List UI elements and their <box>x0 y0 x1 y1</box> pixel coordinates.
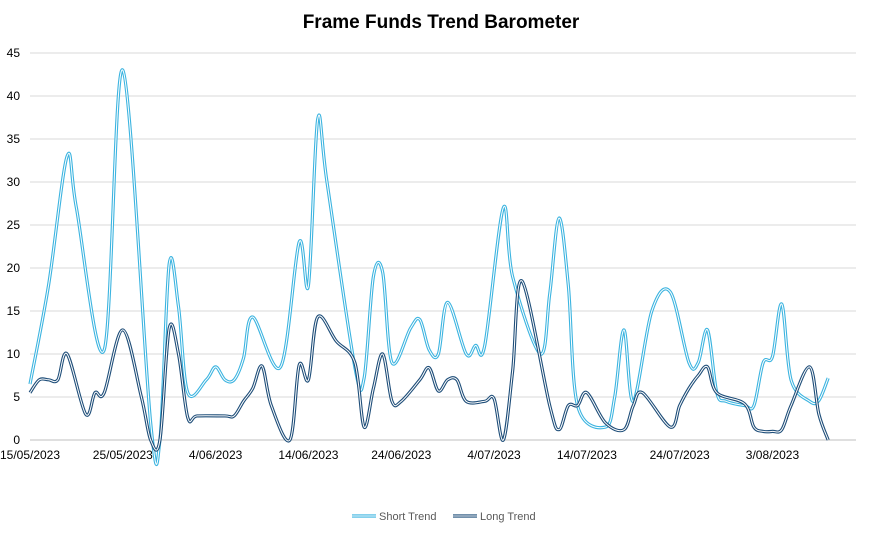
x-tick-label: 4/06/2023 <box>189 448 243 462</box>
y-axis-tick-labels: 0 5 10 15 20 25 30 35 40 45 <box>7 46 21 447</box>
legend-item: Short Trend <box>352 511 436 523</box>
x-axis-tick-labels: 15/05/2023 25/05/2023 4/06/2023 14/06/2023 2… <box>0 448 799 462</box>
y-tick-label: 35 <box>7 132 21 146</box>
y-tick-label: 5 <box>13 390 20 404</box>
series-short-trend <box>28 68 830 466</box>
series-line-inner <box>29 280 829 451</box>
legend-label: Long Trend <box>480 511 536 523</box>
y-tick-label: 40 <box>7 89 21 103</box>
y-tick-label: 25 <box>7 218 21 232</box>
legend-item: Long Trend <box>453 511 536 523</box>
x-tick-label: 25/05/2023 <box>93 448 153 462</box>
y-tick-label: 10 <box>7 347 21 361</box>
y-tick-label: 30 <box>7 175 21 189</box>
series-line-inner <box>29 69 829 465</box>
legend: Short Trend Long Trend <box>352 511 536 523</box>
gridlines <box>30 52 856 441</box>
series-line-outer <box>28 68 830 466</box>
chart-title: Frame Funds Trend Barometer <box>303 12 580 33</box>
x-tick-label: 4/07/2023 <box>467 448 521 462</box>
x-tick-label: 14/07/2023 <box>557 448 617 462</box>
legend-label: Short Trend <box>379 511 436 523</box>
x-tick-label: 3/08/2023 <box>746 448 800 462</box>
series-lines <box>28 68 830 466</box>
series-long-trend <box>28 279 830 452</box>
x-tick-label: 24/06/2023 <box>371 448 431 462</box>
y-tick-label: 15 <box>7 304 21 318</box>
y-tick-label: 45 <box>7 46 21 60</box>
x-tick-label: 14/06/2023 <box>278 448 338 462</box>
x-tick-label: 15/05/2023 <box>0 448 60 462</box>
x-tick-label: 24/07/2023 <box>650 448 710 462</box>
y-tick-label: 20 <box>7 261 21 275</box>
y-tick-label: 0 <box>13 433 20 447</box>
